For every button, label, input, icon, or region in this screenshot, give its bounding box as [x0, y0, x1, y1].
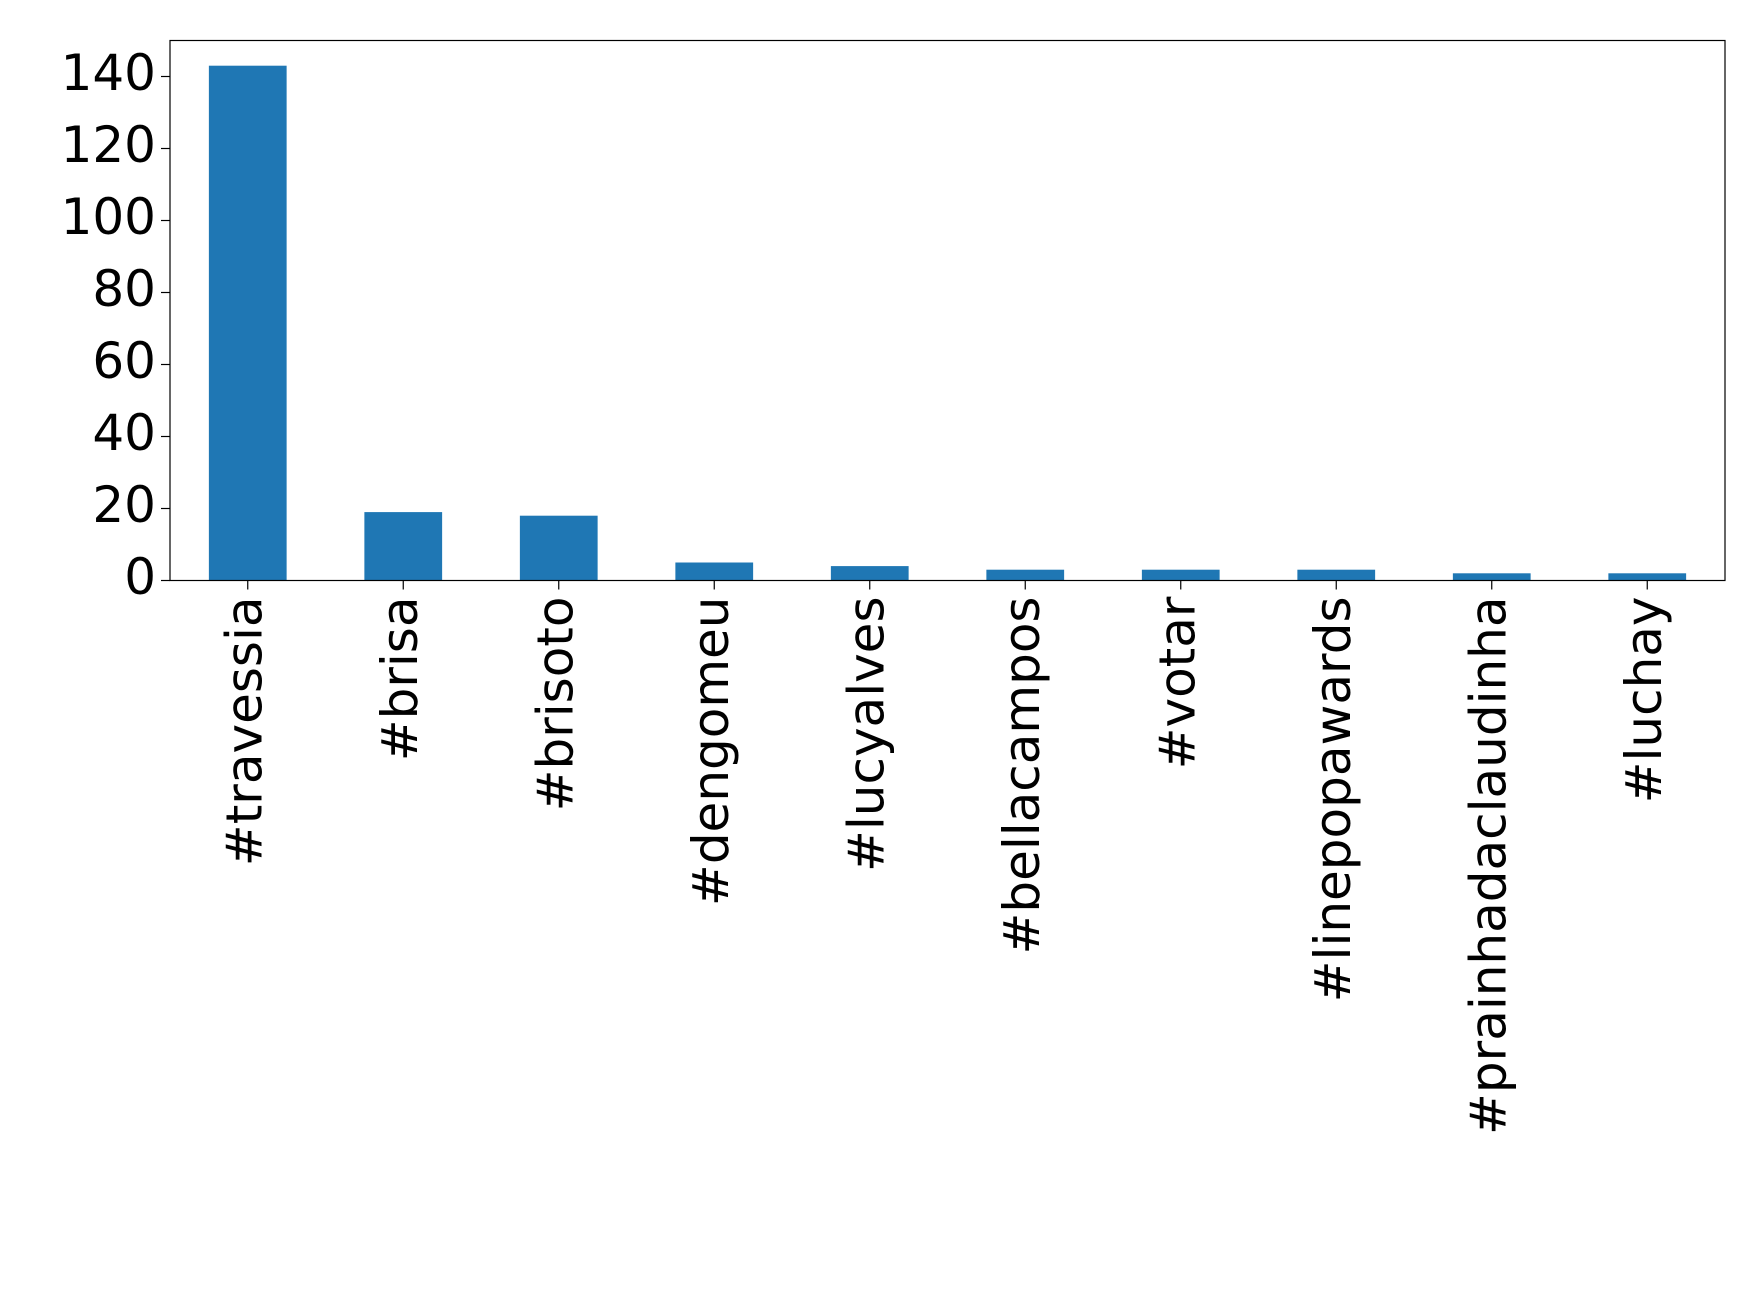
x-tick-label: #linepopawards — [1304, 597, 1362, 1003]
y-tick-label: 100 — [61, 188, 156, 246]
y-tick-label: 20 — [92, 476, 156, 534]
bar — [830, 566, 909, 581]
x-tick-label: #brisoto — [526, 597, 584, 812]
x-tick-label: #prainhadaclaudinha — [1459, 597, 1517, 1135]
bar — [1141, 569, 1220, 581]
y-tick-label: 140 — [61, 44, 156, 102]
plot-frame — [169, 39, 1726, 582]
x-tick-label: #lucyalves — [837, 597, 895, 873]
bar — [519, 515, 598, 581]
y-tick-label: 40 — [92, 404, 156, 462]
x-tick-label: #votar — [1148, 596, 1206, 769]
x-tick-label: #travessia — [215, 597, 273, 867]
y-tick-label: 120 — [61, 116, 156, 174]
y-tick-label: 0 — [124, 548, 156, 606]
x-tick-label: #luchay — [1615, 597, 1673, 804]
bar — [986, 569, 1065, 581]
bar — [1452, 573, 1531, 581]
bar — [364, 512, 443, 581]
bar — [208, 65, 287, 581]
bar — [675, 562, 754, 581]
x-tick-label: #bellacampos — [993, 597, 1051, 955]
y-tick-label: 80 — [92, 260, 156, 318]
bar — [1297, 569, 1376, 581]
x-tick-label: #dengomeu — [682, 597, 740, 907]
bar — [1608, 573, 1687, 581]
y-tick-label: 60 — [92, 332, 156, 390]
x-tick-label: #brisa — [371, 597, 429, 762]
